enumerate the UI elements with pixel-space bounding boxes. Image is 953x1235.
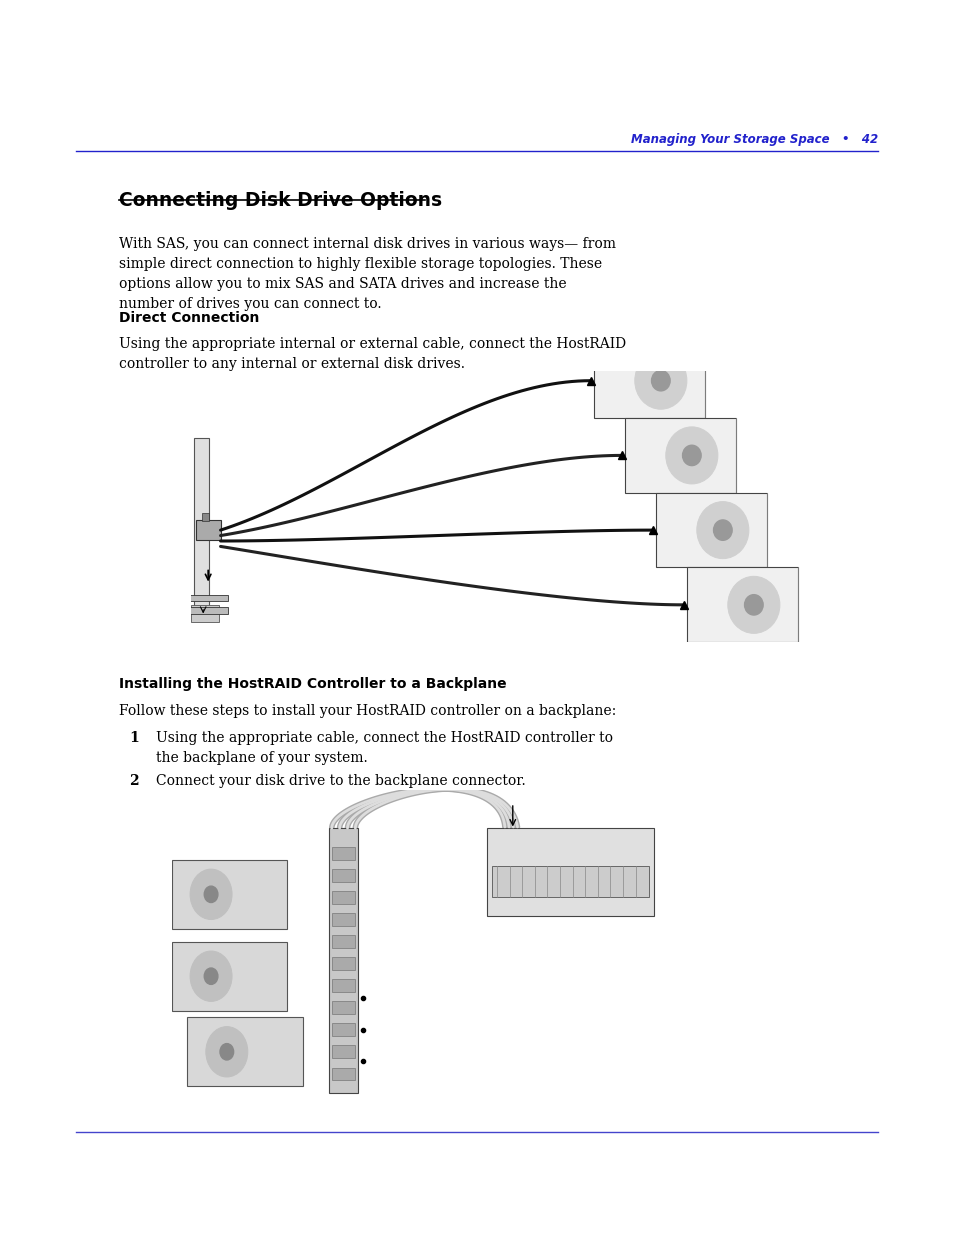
Bar — [332, 979, 355, 992]
Bar — [686, 568, 798, 642]
Bar — [187, 1018, 302, 1087]
Bar — [332, 935, 355, 948]
Bar — [624, 417, 736, 493]
Circle shape — [204, 968, 217, 984]
Text: With SAS, you can connect internal disk drives in various ways— from
simple dire: With SAS, you can connect internal disk … — [119, 237, 616, 311]
Text: 2: 2 — [129, 774, 138, 788]
Bar — [486, 829, 654, 916]
Circle shape — [220, 1044, 233, 1060]
Bar — [329, 829, 357, 1093]
Bar — [195, 520, 220, 541]
Circle shape — [696, 501, 748, 558]
Bar — [191, 605, 218, 622]
Circle shape — [651, 370, 669, 391]
Bar — [656, 493, 767, 568]
Bar — [202, 514, 210, 521]
Circle shape — [190, 869, 232, 920]
Bar — [332, 1067, 355, 1081]
Bar — [185, 595, 228, 601]
Bar — [593, 343, 705, 417]
Bar — [332, 869, 355, 882]
Circle shape — [743, 595, 762, 615]
Bar — [332, 1024, 355, 1036]
Bar — [332, 957, 355, 969]
Text: Managing Your Storage Space   •   42: Managing Your Storage Space • 42 — [630, 132, 877, 146]
Bar — [332, 913, 355, 926]
Circle shape — [190, 951, 232, 1002]
Text: 1: 1 — [129, 731, 138, 745]
Text: Direct Connection: Direct Connection — [119, 311, 259, 325]
Circle shape — [204, 887, 217, 903]
Text: Follow these steps to install your HostRAID controller on a backplane:: Follow these steps to install your HostR… — [119, 704, 616, 718]
Circle shape — [665, 427, 718, 484]
Bar — [185, 606, 228, 614]
Circle shape — [634, 352, 686, 409]
Circle shape — [206, 1026, 248, 1077]
Bar — [193, 438, 210, 609]
Text: Using the appropriate cable, connect the HostRAID controller to
the backplane of: Using the appropriate cable, connect the… — [155, 731, 612, 766]
Text: Installing the HostRAID Controller to a Backplane: Installing the HostRAID Controller to a … — [119, 677, 506, 690]
Bar — [332, 847, 355, 860]
Bar — [332, 1002, 355, 1014]
Text: Connecting Disk Drive Options: Connecting Disk Drive Options — [119, 191, 442, 210]
Bar — [332, 892, 355, 904]
Circle shape — [727, 577, 780, 634]
Bar — [332, 1046, 355, 1058]
Bar — [491, 866, 648, 898]
Text: Connect your disk drive to the backplane connector.: Connect your disk drive to the backplane… — [155, 774, 525, 788]
Bar — [172, 860, 287, 929]
Text: Using the appropriate internal or external cable, connect the HostRAID
controlle: Using the appropriate internal or extern… — [119, 337, 626, 372]
Bar — [172, 941, 287, 1010]
Circle shape — [713, 520, 731, 541]
Circle shape — [681, 446, 700, 466]
